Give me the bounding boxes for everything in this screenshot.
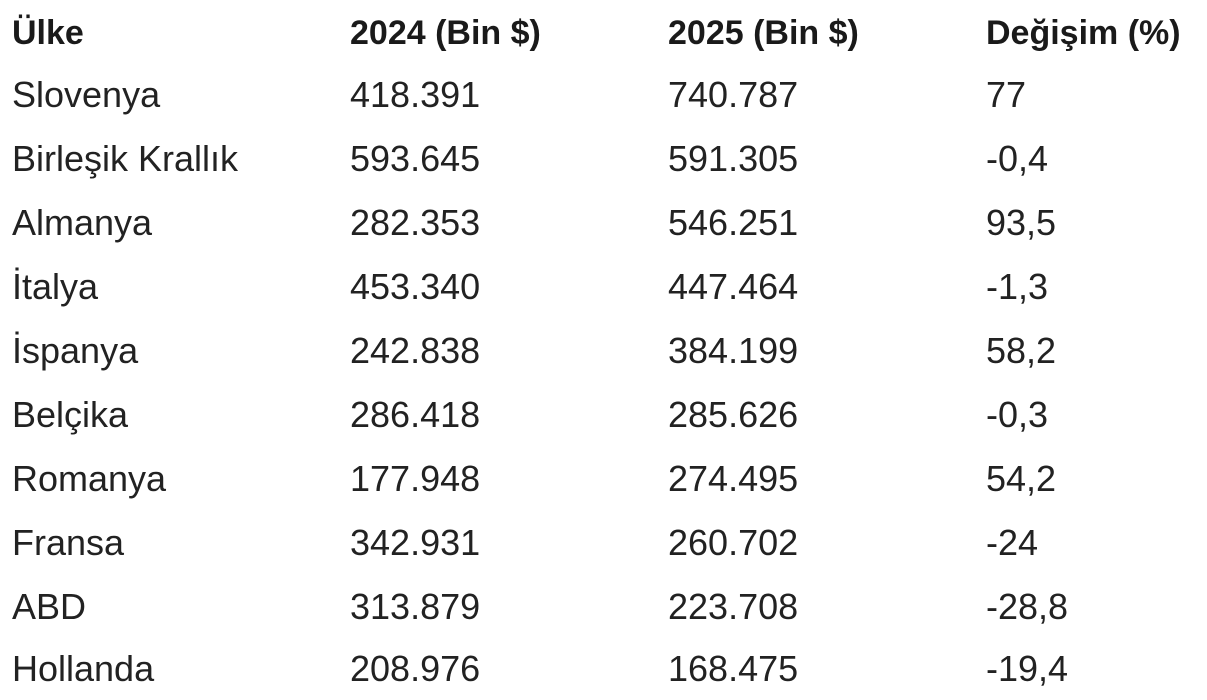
table-row: Fransa 342.931 260.702 -24 <box>0 515 1207 571</box>
cell-country: İtalya <box>12 266 99 307</box>
cell-2025: 591.305 <box>668 138 799 179</box>
cell-change: -28,8 <box>986 586 1069 627</box>
cell-change: -19,4 <box>986 648 1069 689</box>
table-row: ABD 313.879 223.708 -28,8 <box>0 579 1207 635</box>
table-row: Birleşik Krallık 593.645 591.305 -0,4 <box>0 131 1207 187</box>
cell-2024: 313.879 <box>350 586 481 627</box>
cell-2025: 384.199 <box>668 330 799 371</box>
cell-2025: 447.464 <box>668 266 799 307</box>
table-row: Slovenya 418.391 740.787 77 <box>0 67 1207 123</box>
cell-change: 93,5 <box>986 202 1057 243</box>
cell-country: Birleşik Krallık <box>12 138 239 179</box>
table-row: İtalya 453.340 447.464 -1,3 <box>0 259 1207 315</box>
cell-country: Slovenya <box>12 74 161 115</box>
cell-country: İspanya <box>12 330 139 371</box>
cell-change: 77 <box>986 74 1027 115</box>
table-header-row: Ülke 2024 (Bin $) 2025 (Bin $) Değişim (… <box>0 5 1207 61</box>
cell-2024: 242.838 <box>350 330 481 371</box>
cell-change: -24 <box>986 522 1039 563</box>
cell-country: Hollanda <box>12 648 155 689</box>
header-2024: 2024 (Bin $) <box>350 14 541 52</box>
cell-2025: 546.251 <box>668 202 799 243</box>
header-2025: 2025 (Bin $) <box>668 14 859 52</box>
cell-2025: 740.787 <box>668 74 799 115</box>
cell-country: Almanya <box>12 202 153 243</box>
cell-2025: 223.708 <box>668 586 799 627</box>
cell-2024: 177.948 <box>350 458 481 499</box>
cell-change: -1,3 <box>986 266 1049 307</box>
cell-country: Belçika <box>12 394 129 435</box>
cell-2025: 285.626 <box>668 394 799 435</box>
cell-2025: 260.702 <box>668 522 799 563</box>
cell-2024: 208.976 <box>350 648 481 689</box>
cell-country: Fransa <box>12 522 125 563</box>
table-row: Belçika 286.418 285.626 -0,3 <box>0 387 1207 443</box>
cell-2025: 168.475 <box>668 648 799 689</box>
cell-change: -0,3 <box>986 394 1049 435</box>
cell-country: ABD <box>12 586 87 627</box>
header-country: Ülke <box>12 14 84 52</box>
cell-change: 54,2 <box>986 458 1057 499</box>
cell-2024: 282.353 <box>350 202 481 243</box>
cell-2024: 286.418 <box>350 394 481 435</box>
cell-change: 58,2 <box>986 330 1057 371</box>
cell-country: Romanya <box>12 458 167 499</box>
cell-2024: 342.931 <box>350 522 481 563</box>
cell-2024: 593.645 <box>350 138 481 179</box>
cell-2024: 418.391 <box>350 74 481 115</box>
table-row: İspanya 242.838 384.199 58,2 <box>0 323 1207 379</box>
header-change: Değişim (%) <box>986 14 1181 52</box>
cell-2024: 453.340 <box>350 266 481 307</box>
table-row: Romanya 177.948 274.495 54,2 <box>0 451 1207 507</box>
cell-2025: 274.495 <box>668 458 799 499</box>
table-row: Almanya 282.353 546.251 93,5 <box>0 195 1207 251</box>
table-row: Hollanda 208.976 168.475 -19,4 <box>0 641 1207 697</box>
cell-change: -0,4 <box>986 138 1049 179</box>
